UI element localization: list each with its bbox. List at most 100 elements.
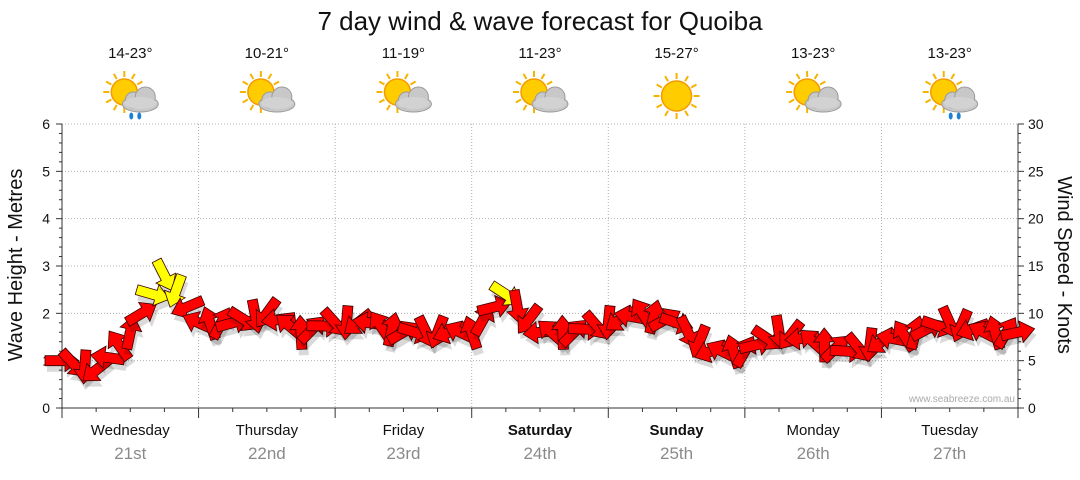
sun-ray bbox=[950, 73, 956, 80]
day-header-layer: 14-23° Wednesday 21st 10-21° Thursday 22nd 11-… bbox=[91, 45, 979, 463]
sun-cloud-icon bbox=[786, 71, 842, 113]
sun-ray bbox=[273, 80, 280, 86]
wind-arrow-head bbox=[506, 288, 530, 325]
cloud-fill bbox=[124, 97, 157, 109]
wind-arrow-head bbox=[151, 257, 177, 292]
day-header: 11-23° Saturday 24th bbox=[508, 45, 573, 463]
sun-ray bbox=[546, 80, 553, 86]
day-header: 13-23° Tuesday 27th bbox=[921, 45, 978, 463]
sun-ray bbox=[249, 73, 255, 80]
sun-ray bbox=[404, 73, 409, 80]
sun-ray bbox=[112, 104, 118, 111]
sun-ray bbox=[656, 83, 663, 89]
sun-ray bbox=[690, 83, 697, 89]
sun-cloud-icon bbox=[376, 71, 432, 113]
left-tick-label: 5 bbox=[42, 163, 50, 179]
right-tick-label: 0 bbox=[1028, 400, 1036, 416]
sun-ray bbox=[112, 73, 118, 80]
right-tick-label: 5 bbox=[1028, 353, 1036, 369]
sun-ray bbox=[795, 73, 801, 80]
day-name: Monday bbox=[786, 422, 840, 439]
temp-range: 10-21° bbox=[245, 45, 289, 62]
sun-ray bbox=[386, 73, 391, 80]
left-tick-label: 6 bbox=[42, 116, 50, 132]
left-axis-label: Wave Height - Metres bbox=[5, 169, 27, 362]
raindrop bbox=[129, 112, 134, 120]
wind-arrow bbox=[134, 283, 172, 312]
wind-arrow-head bbox=[124, 301, 157, 327]
day-name: Friday bbox=[383, 422, 425, 439]
left-tick-label: 4 bbox=[42, 211, 50, 227]
right-tick-label: 30 bbox=[1028, 116, 1044, 132]
sun-cloud-icon bbox=[513, 71, 569, 113]
day-date: 27th bbox=[933, 444, 966, 463]
wind-arrow bbox=[999, 320, 1037, 349]
sun-ray bbox=[540, 73, 546, 80]
wind-arrow-head bbox=[999, 320, 1036, 344]
sun-ray bbox=[522, 73, 528, 80]
wind-arrow-head bbox=[134, 283, 170, 307]
sun-ray bbox=[242, 80, 249, 86]
day-header: 13-23° Monday 26th bbox=[786, 45, 842, 463]
sun-ray bbox=[267, 73, 273, 80]
raindrop bbox=[137, 112, 142, 120]
sun-ray bbox=[105, 98, 112, 104]
wind-arrow bbox=[750, 324, 784, 356]
day-header: 11-19° Friday 23rd bbox=[376, 45, 432, 463]
sun-ray bbox=[684, 110, 689, 117]
sun-ray bbox=[136, 80, 143, 86]
sun-ray bbox=[386, 104, 391, 111]
temp-range: 13-23° bbox=[791, 45, 835, 62]
temp-range: 13-23° bbox=[928, 45, 972, 62]
right-tick-label: 15 bbox=[1028, 258, 1044, 274]
temp-range: 14-23° bbox=[108, 45, 152, 62]
sun-ray bbox=[409, 80, 417, 86]
chart-title: 7 day wind & wave forecast for Quoiba bbox=[317, 6, 763, 36]
sun-ray bbox=[664, 75, 669, 82]
sun-ray bbox=[925, 98, 932, 104]
wind-arrow-head bbox=[107, 330, 134, 363]
sun-ray bbox=[515, 80, 522, 86]
sun-cloud-rain-icon bbox=[922, 71, 979, 120]
day-name: Sunday bbox=[649, 422, 704, 439]
wind-arrow bbox=[124, 301, 159, 333]
wind-arrow-head bbox=[750, 324, 783, 350]
left-tick-label: 0 bbox=[42, 400, 50, 416]
wind-arrow-layer bbox=[44, 257, 1037, 390]
cloud-fill bbox=[260, 97, 293, 109]
right-tick-label: 20 bbox=[1028, 211, 1044, 227]
day-header: 15-27° Sunday 25th bbox=[649, 45, 704, 463]
sun-ray bbox=[819, 80, 826, 86]
day-date: 24th bbox=[523, 444, 556, 463]
sun-ray bbox=[932, 104, 938, 111]
sun-ray bbox=[788, 80, 795, 86]
wind-arrow bbox=[170, 295, 207, 325]
day-header: 14-23° Wednesday 21st bbox=[91, 45, 170, 463]
right-tick-label: 25 bbox=[1028, 163, 1044, 179]
sun-ray bbox=[378, 80, 385, 86]
sun-icon bbox=[653, 73, 700, 119]
left-tick-label: 3 bbox=[42, 258, 50, 274]
day-date: 26th bbox=[797, 444, 830, 463]
raindrop bbox=[956, 112, 961, 120]
day-date: 23rd bbox=[386, 444, 420, 463]
left-tick-label: 2 bbox=[42, 305, 50, 321]
cloud-fill bbox=[534, 97, 566, 109]
sun-ray bbox=[956, 80, 963, 86]
wind-arrow bbox=[476, 294, 513, 323]
day-date: 22nd bbox=[248, 444, 286, 463]
day-date: 25th bbox=[660, 444, 693, 463]
right-tick-label: 10 bbox=[1028, 305, 1044, 321]
temp-range: 15-27° bbox=[654, 45, 698, 62]
cloud-fill bbox=[807, 97, 840, 109]
day-name: Tuesday bbox=[921, 422, 978, 439]
watermark: www.seabreeze.com.au bbox=[908, 394, 1015, 405]
wind-arrow-head bbox=[119, 315, 143, 351]
right-axis-label: Wind Speed - Knots bbox=[1053, 176, 1075, 354]
sun-ray bbox=[664, 110, 669, 117]
sun-ray bbox=[813, 73, 819, 80]
cloud-fill bbox=[943, 97, 976, 109]
sun-ray bbox=[690, 103, 697, 109]
